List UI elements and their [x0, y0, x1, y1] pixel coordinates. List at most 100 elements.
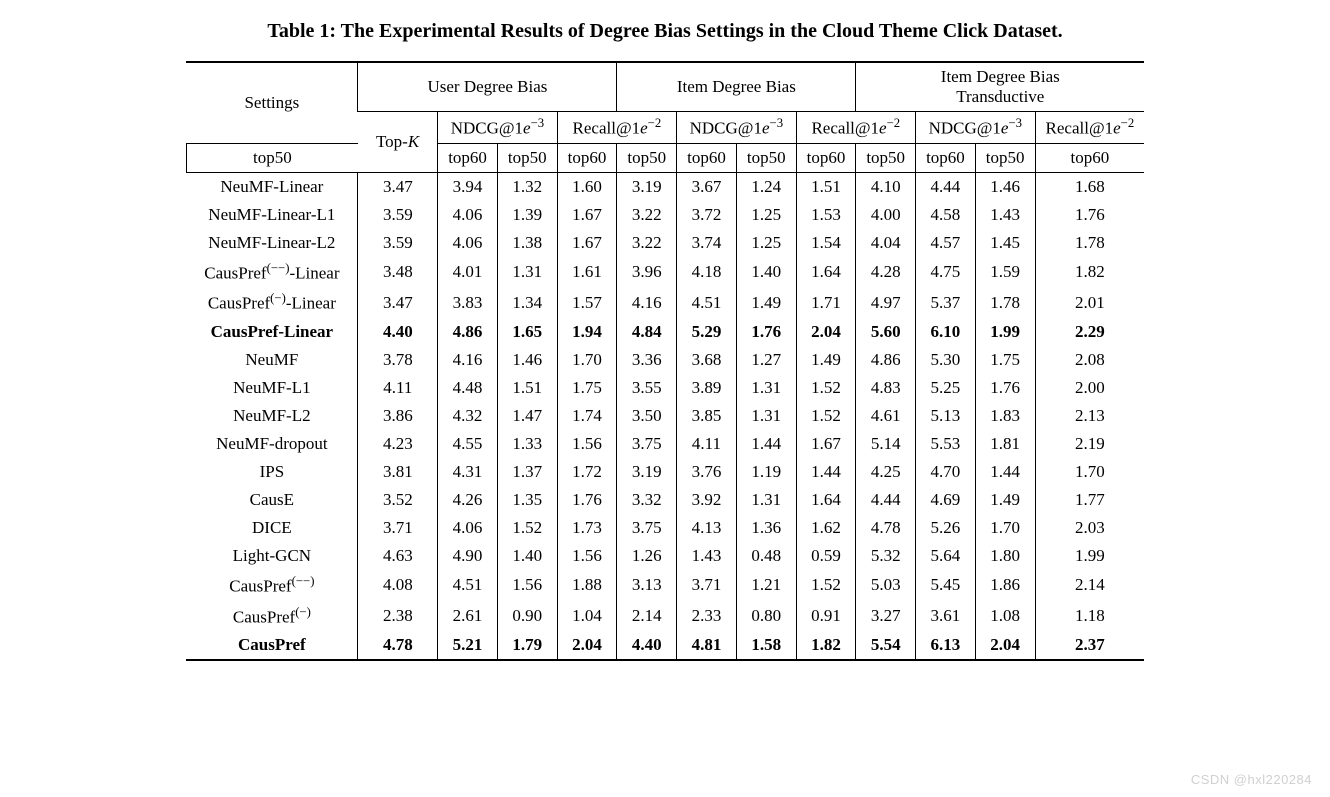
cell: 1.58 — [736, 631, 796, 660]
cell: 2.13 — [1035, 402, 1144, 430]
subcol: top50 — [617, 143, 677, 172]
cell: 1.74 — [557, 402, 617, 430]
cell: 1.75 — [557, 374, 617, 402]
cell: 4.86 — [856, 346, 916, 374]
recall-sup: −2 — [648, 116, 662, 130]
cell: 1.76 — [975, 374, 1035, 402]
table-row: DICE3.714.061.521.733.754.131.361.624.78… — [186, 514, 1144, 542]
cell: 3.86 — [358, 402, 438, 430]
table-row: NeuMF-dropout4.234.551.331.563.754.111.4… — [186, 430, 1144, 458]
row-label: DICE — [186, 514, 358, 542]
cell: 4.63 — [358, 542, 438, 570]
recall-e: e — [879, 119, 887, 138]
table-row: NeuMF-Linear3.473.941.321.603.193.671.24… — [186, 172, 1144, 201]
cell: 5.25 — [916, 374, 976, 402]
cell: 1.65 — [497, 318, 557, 346]
subcol-row: top50 top60 top50 top60 top50 top60 top5… — [186, 143, 1144, 172]
cell: 1.64 — [796, 486, 856, 514]
cell: 3.75 — [617, 430, 677, 458]
subcol: top60 — [438, 143, 498, 172]
cell: 1.81 — [975, 430, 1035, 458]
cell: 2.14 — [1035, 570, 1144, 601]
cell: 5.29 — [677, 318, 737, 346]
cell: 2.08 — [1035, 346, 1144, 374]
cell: 1.35 — [497, 486, 557, 514]
group-header-1: Item Degree Bias — [617, 62, 856, 112]
cell: 1.38 — [497, 229, 557, 257]
cell: 4.16 — [438, 346, 498, 374]
cell: 4.78 — [358, 631, 438, 660]
subcol: top60 — [557, 143, 617, 172]
recall-label: Recall@1 — [811, 119, 879, 138]
cell: 2.61 — [438, 601, 498, 632]
cell: 3.50 — [617, 402, 677, 430]
cell: 1.45 — [975, 229, 1035, 257]
cell: 1.33 — [497, 430, 557, 458]
cell: 4.44 — [916, 172, 976, 201]
cell: 3.22 — [617, 229, 677, 257]
subcol: top50 — [497, 143, 557, 172]
metric-ndcg-2: NDCG@1e−3 — [916, 112, 1035, 144]
cell: 3.61 — [916, 601, 976, 632]
cell: 1.44 — [796, 458, 856, 486]
cell: 4.58 — [916, 201, 976, 229]
cell: 1.57 — [557, 287, 617, 318]
cell: 4.86 — [438, 318, 498, 346]
cell: 4.51 — [438, 570, 498, 601]
ndcg-sup: −3 — [1008, 116, 1022, 130]
table-row: Light-GCN4.634.901.401.561.261.430.480.5… — [186, 542, 1144, 570]
cell: 2.04 — [557, 631, 617, 660]
table-header: Settings User Degree Bias Item Degree Bi… — [186, 62, 1144, 172]
cell: 1.43 — [677, 542, 737, 570]
table-row: NeuMF3.784.161.461.703.363.681.271.494.8… — [186, 346, 1144, 374]
cell: 5.14 — [856, 430, 916, 458]
row-label: IPS — [186, 458, 358, 486]
cell: 1.44 — [975, 458, 1035, 486]
cell: 1.52 — [796, 570, 856, 601]
cell: 5.64 — [916, 542, 976, 570]
cell: 3.32 — [617, 486, 677, 514]
cell: 1.44 — [736, 430, 796, 458]
cell: 1.25 — [736, 201, 796, 229]
cell: 4.04 — [856, 229, 916, 257]
subcol: top50 — [186, 143, 358, 172]
cell: 4.11 — [677, 430, 737, 458]
cell: 3.22 — [617, 201, 677, 229]
topk-letter: K — [408, 132, 419, 151]
cell: 2.14 — [617, 601, 677, 632]
cell: 5.26 — [916, 514, 976, 542]
cell: 1.49 — [975, 486, 1035, 514]
group-header-2-line2: Transductive — [956, 87, 1044, 106]
cell: 3.68 — [677, 346, 737, 374]
cell: 2.04 — [975, 631, 1035, 660]
cell: 3.89 — [677, 374, 737, 402]
ndcg-e: e — [523, 119, 531, 138]
cell: 1.52 — [796, 374, 856, 402]
cell: 3.52 — [358, 486, 438, 514]
cell: 1.76 — [1035, 201, 1144, 229]
cell: 4.57 — [916, 229, 976, 257]
cell: 1.27 — [736, 346, 796, 374]
cell: 1.59 — [975, 257, 1035, 288]
cell: 3.67 — [677, 172, 737, 201]
cell: 3.85 — [677, 402, 737, 430]
cell: 1.31 — [736, 402, 796, 430]
cell: 5.21 — [438, 631, 498, 660]
subcol: top50 — [975, 143, 1035, 172]
cell: 1.67 — [557, 229, 617, 257]
cell: 4.18 — [677, 257, 737, 288]
cell: 4.32 — [438, 402, 498, 430]
cell: 4.23 — [358, 430, 438, 458]
watermark: CSDN @hxl220284 — [1191, 772, 1312, 787]
cell: 3.48 — [358, 257, 438, 288]
cell: 4.78 — [856, 514, 916, 542]
cell: 4.01 — [438, 257, 498, 288]
cell: 3.55 — [617, 374, 677, 402]
cell: 3.83 — [438, 287, 498, 318]
cell: 2.33 — [677, 601, 737, 632]
cell: 1.49 — [736, 287, 796, 318]
cell: 3.78 — [358, 346, 438, 374]
table-caption: Table 1: The Experimental Results of Deg… — [40, 20, 1290, 43]
cell: 4.26 — [438, 486, 498, 514]
cell: 4.10 — [856, 172, 916, 201]
